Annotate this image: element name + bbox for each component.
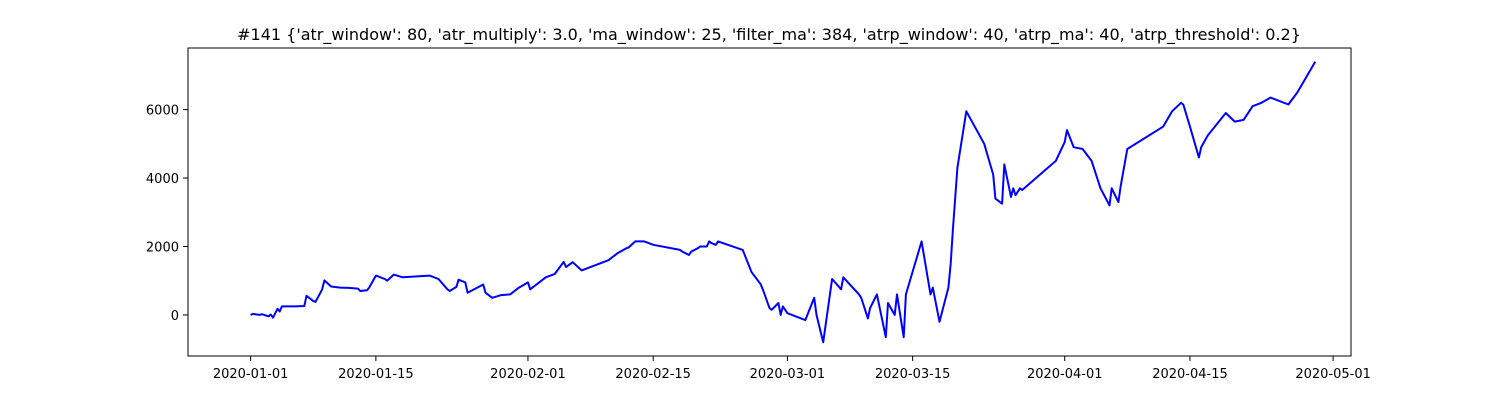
x-tick-label: 2020-03-15 <box>875 367 951 382</box>
chart-title: #141 {'atr_window': 80, 'atr_multiply': … <box>237 25 1301 45</box>
y-tick-label: 0 <box>171 309 179 324</box>
x-tick-label: 2020-02-01 <box>490 367 566 382</box>
x-tick-label: 2020-04-15 <box>1152 367 1228 382</box>
x-tick-label: 2020-04-01 <box>1027 367 1103 382</box>
y-tick-label: 2000 <box>146 240 179 255</box>
x-tick-label: 2020-05-01 <box>1295 367 1371 382</box>
y-tick-label: 4000 <box>146 172 179 187</box>
x-tick-label: 2020-01-15 <box>338 367 414 382</box>
series-line <box>250 61 1317 344</box>
x-tick-label: 2020-02-15 <box>615 367 691 382</box>
plot-frame <box>187 47 1352 357</box>
x-tick-label: 2020-01-01 <box>213 367 289 382</box>
x-tick-label: 2020-03-01 <box>750 367 826 382</box>
y-axis: 0 2000 4000 6000 <box>146 104 188 324</box>
x-axis: 2020-01-01 2020-01-15 2020-02-01 2020-02-15… <box>213 356 1371 382</box>
y-tick-label: 6000 <box>146 104 179 119</box>
